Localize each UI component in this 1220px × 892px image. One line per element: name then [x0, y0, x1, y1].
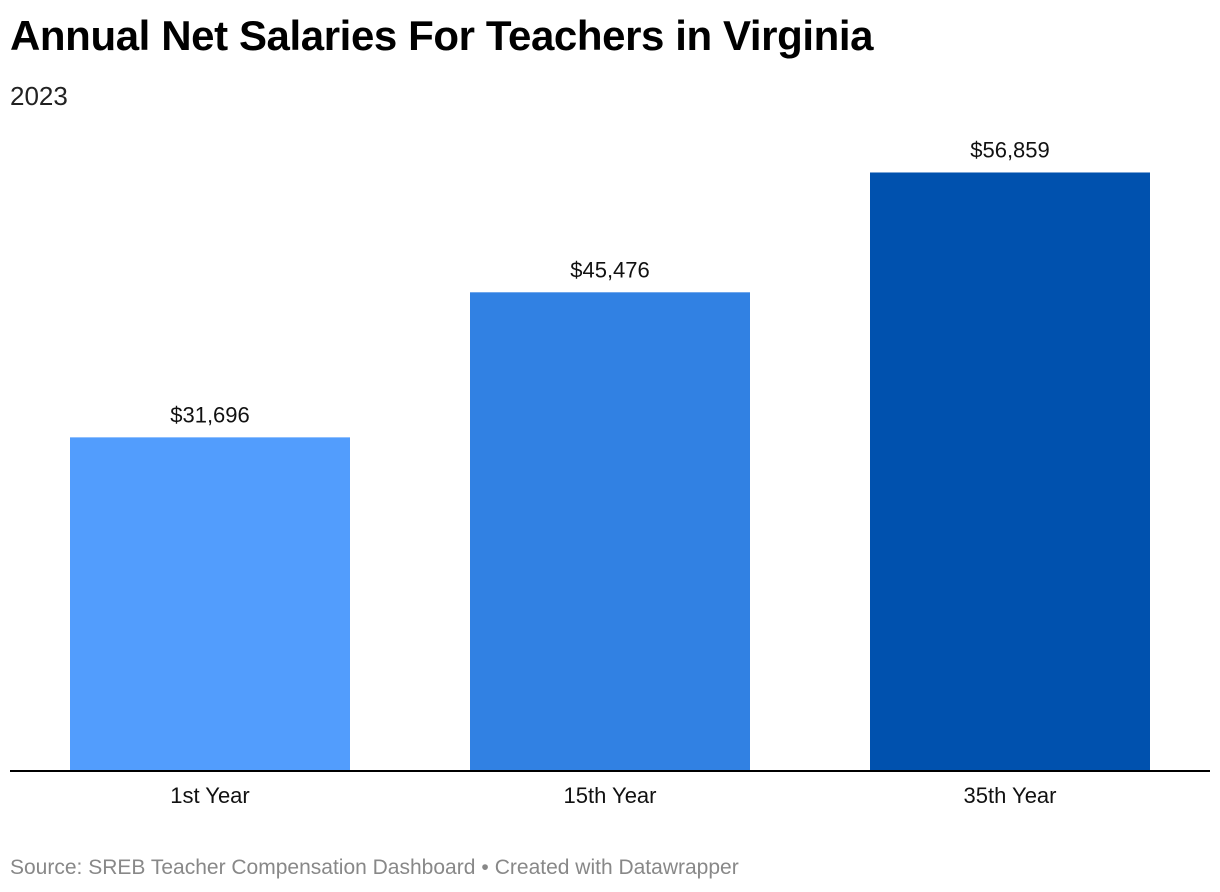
tick-label-1: 1st Year	[170, 783, 250, 808]
tick-labels-layer: 1st Year 15th Year 35th Year	[170, 783, 1056, 808]
credit-note: Created with Datawrapper	[494, 856, 739, 879]
value-label-1: $31,696	[170, 402, 250, 427]
chart-footer: Source: SREB Teacher Compensation Dashbo…	[10, 855, 739, 881]
tick-label-3: 35th Year	[964, 783, 1057, 808]
bar-3	[870, 172, 1150, 772]
chart-subtitle: 2023	[10, 81, 68, 111]
value-label-2: $45,476	[570, 257, 650, 282]
value-label-3: $56,859	[970, 137, 1050, 162]
footer-separator: •	[481, 856, 489, 879]
tick-label-2: 15th Year	[564, 783, 657, 808]
chart-title: Annual Net Salaries For Teachers in Virg…	[10, 12, 874, 59]
bars-layer	[70, 172, 1150, 772]
bar-2	[470, 292, 750, 771]
bar-1	[70, 437, 350, 771]
value-labels-layer: $31,696 $45,476 $56,859	[170, 137, 1050, 427]
source-note: Source: SREB Teacher Compensation Dashbo…	[10, 856, 476, 879]
